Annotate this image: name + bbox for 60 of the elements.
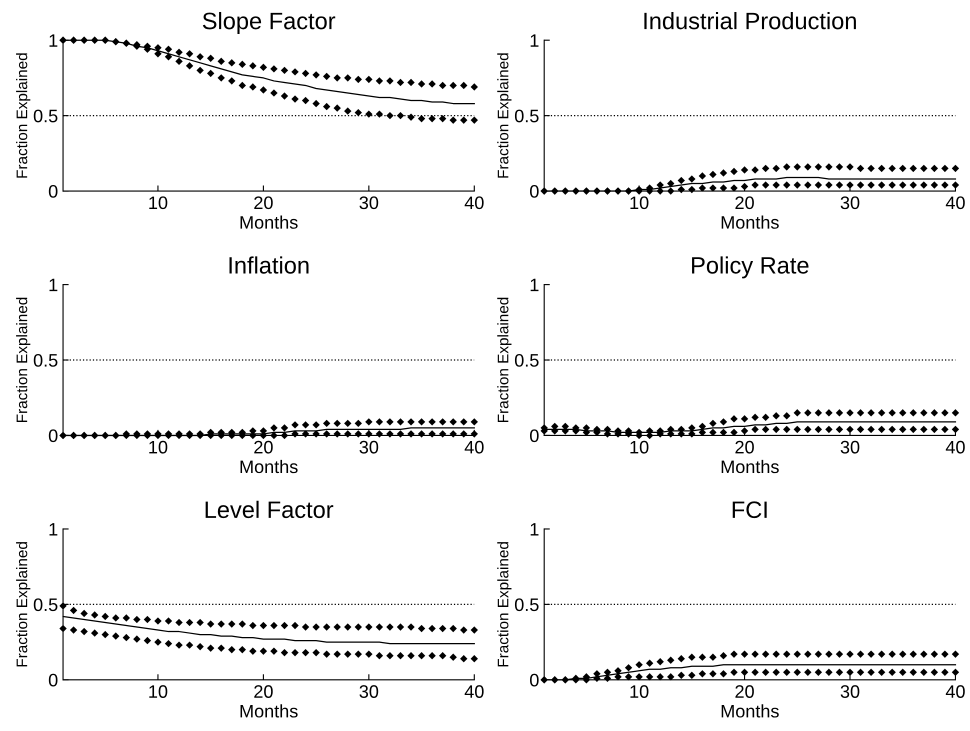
- y-tick-label: 0: [530, 184, 539, 198]
- y-tick-label: 0.5: [34, 354, 58, 367]
- x-tick-label: 40: [946, 685, 965, 698]
- y-tick-label: 0: [48, 184, 58, 198]
- y-tick-label: 0: [530, 674, 539, 687]
- y-tick-label: 0: [530, 429, 539, 442]
- x-axis-title: Months: [722, 460, 779, 474]
- y-axis-title: Fraction Explained: [497, 53, 512, 178]
- y-tick-label: 0.5: [514, 598, 539, 612]
- chart-title: FCI: [732, 501, 767, 518]
- x-tick-label: 30: [840, 685, 860, 698]
- y-tick-label: 1: [530, 34, 538, 47]
- x-tick-label: 20: [254, 196, 273, 210]
- x-tick-label: 20: [254, 440, 273, 454]
- x-tick-label: 40: [464, 196, 484, 210]
- x-axis-title: Months: [722, 704, 779, 718]
- x-tick-label: 30: [840, 196, 860, 210]
- chart-title: Inflation: [230, 256, 308, 274]
- y-tick-label: 0: [48, 674, 58, 687]
- y-tick-label: 0.5: [514, 110, 539, 122]
- y-tick-label: 1: [50, 278, 58, 292]
- x-tick-label: 40: [946, 196, 965, 210]
- y-tick-label: 0: [48, 429, 58, 442]
- y-tick-label: 0.5: [34, 110, 58, 122]
- y-tick-label: 0.5: [514, 354, 539, 367]
- y-tick-label: 1: [530, 278, 538, 292]
- chart-title: Level Factor: [206, 500, 334, 518]
- x-tick-label: 10: [149, 196, 168, 210]
- y-axis-title: Fraction Explained: [497, 298, 512, 422]
- y-axis-title: Fraction Explained: [16, 298, 30, 422]
- x-tick-label: 30: [840, 440, 860, 454]
- x-axis-title: Months: [240, 216, 298, 229]
- x-tick-label: 20: [735, 196, 754, 210]
- chart-title: Policy Rate: [692, 256, 808, 278]
- y-axis-title: Fraction Explained: [497, 542, 512, 666]
- x-tick-label: 10: [630, 440, 648, 454]
- x-tick-label: 40: [464, 440, 484, 454]
- x-tick-label: 30: [359, 685, 378, 698]
- x-tick-label: 10: [630, 685, 648, 698]
- y-tick-label: 1: [50, 523, 58, 536]
- x-tick-label: 10: [149, 440, 168, 454]
- x-tick-label: 20: [735, 685, 754, 698]
- x-tick-label: 20: [735, 440, 754, 454]
- x-tick-label: 30: [359, 196, 378, 210]
- x-tick-label: 20: [254, 685, 273, 698]
- x-tick-label: 40: [464, 685, 484, 698]
- x-axis-title: Months: [240, 460, 298, 474]
- chart-title: Slope Factor: [202, 12, 336, 34]
- y-tick-label: 0.5: [34, 598, 58, 612]
- y-axis-title: Fraction Explained: [16, 53, 30, 178]
- x-tick-label: 30: [359, 440, 378, 454]
- x-axis-title: Months: [722, 216, 779, 229]
- x-tick-label: 10: [149, 685, 168, 698]
- chart-title: Industrial Production: [644, 12, 856, 30]
- x-tick-label: 40: [946, 440, 965, 454]
- y-axis-title: Fraction Explained: [16, 542, 30, 666]
- x-axis-title: Months: [240, 704, 298, 718]
- y-tick-label: 1: [530, 523, 538, 536]
- y-tick-label: 1: [50, 34, 58, 47]
- x-tick-label: 10: [630, 196, 648, 210]
